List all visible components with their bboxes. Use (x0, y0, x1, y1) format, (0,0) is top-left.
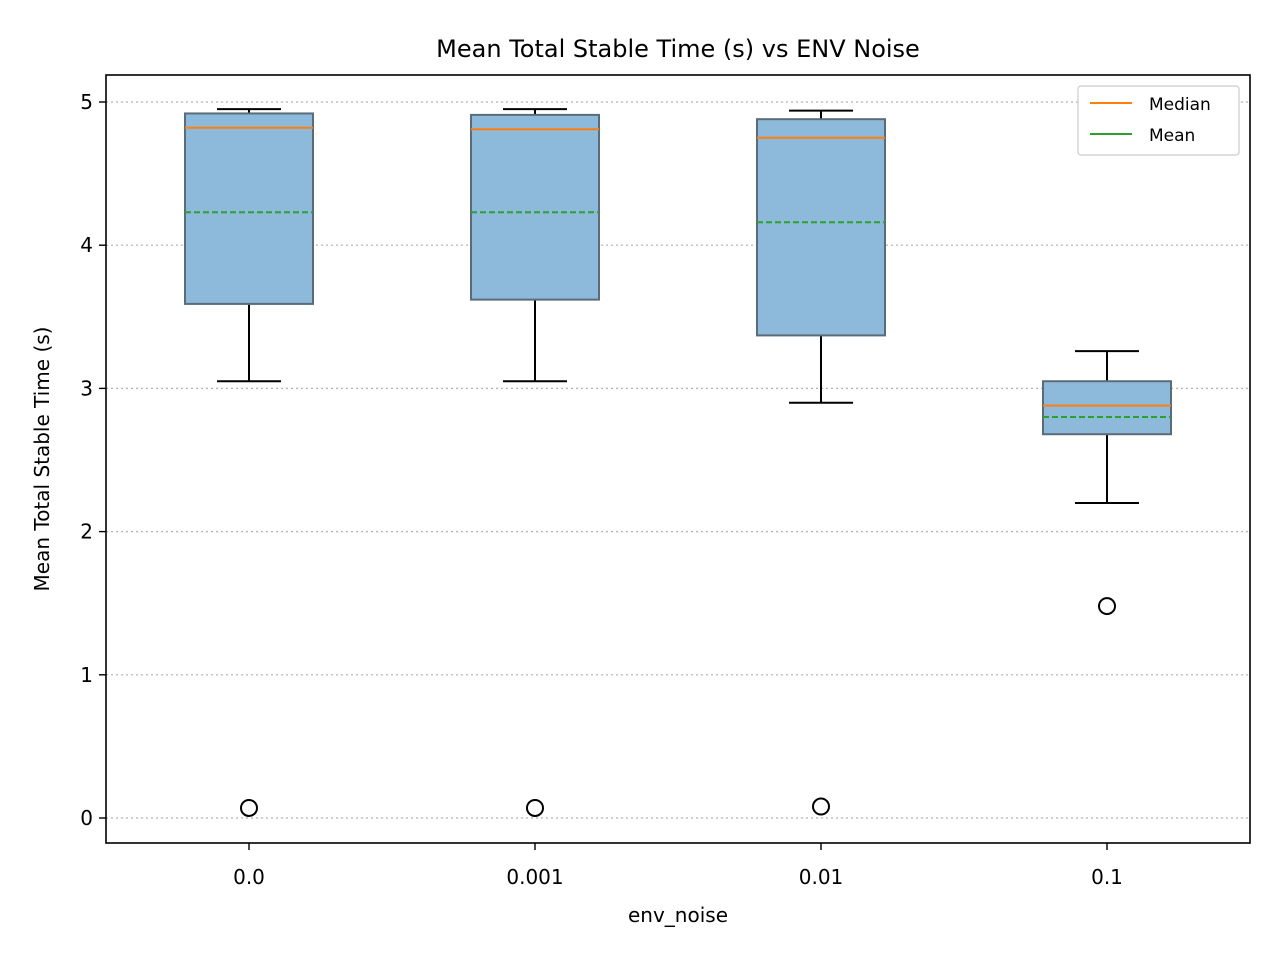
outlier-point (1098, 597, 1116, 616)
box-group (184, 108, 314, 817)
x-axis-label: env_noise (628, 903, 728, 927)
iqr-box (470, 113, 600, 301)
x-tick-label: 0.001 (506, 865, 563, 889)
plot-frame (105, 74, 1251, 844)
iqr-box (184, 112, 314, 305)
y-axis: 0 1 2 3 4 5 (80, 90, 106, 830)
y-tick-label: 1 (80, 663, 93, 687)
outlier-point (526, 798, 544, 817)
x-axis: 0.0 0.001 0.01 0.1 (233, 843, 1123, 889)
legend-median-label: Median (1149, 95, 1211, 115)
y-tick-label: 5 (80, 90, 93, 114)
box-group (1042, 350, 1172, 616)
y-tick-label: 2 (80, 520, 93, 544)
x-tick-label: 0.1 (1091, 865, 1123, 889)
x-tick-label: 0.0 (233, 865, 265, 889)
y-tick-label: 0 (80, 806, 93, 830)
box-group (756, 109, 886, 816)
chart-title: Mean Total Stable Time (s) vs ENV Noise (436, 35, 920, 63)
x-tick-label: 0.01 (799, 865, 844, 889)
y-tick-label: 4 (80, 233, 93, 257)
y-gridlines (106, 101, 1250, 819)
legend-mean-label: Mean (1149, 126, 1195, 146)
box-group (470, 108, 600, 817)
box-series (184, 108, 1172, 817)
outlier-point (240, 798, 258, 817)
iqr-box (756, 118, 886, 337)
legend: Median Mean (1077, 85, 1240, 156)
outlier-point (812, 797, 830, 816)
y-tick-label: 3 (80, 376, 93, 400)
iqr-box (1042, 380, 1172, 436)
y-axis-label: Mean Total Stable Time (s) (30, 327, 54, 592)
